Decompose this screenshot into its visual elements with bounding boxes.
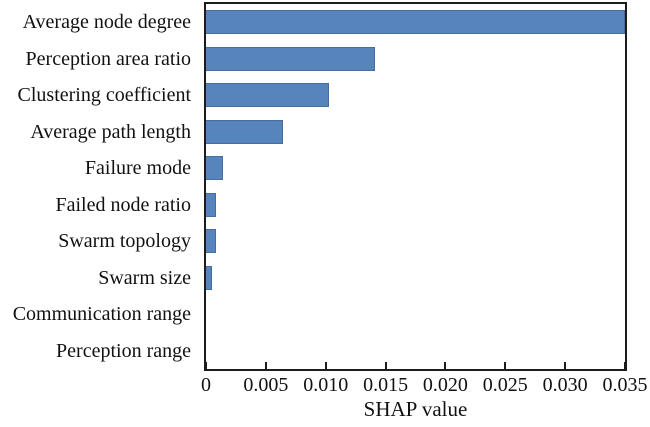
category-label: Swarm topology — [58, 230, 191, 253]
x-tick-mark — [504, 362, 507, 369]
x-tick-mark — [444, 362, 447, 369]
x-tick-mark — [324, 362, 327, 369]
x-axis-title: SHAP value — [363, 397, 468, 421]
bar — [206, 83, 330, 108]
bar — [206, 265, 212, 290]
bar-row — [206, 187, 625, 224]
bar-row — [206, 41, 625, 78]
bar-row — [206, 296, 625, 333]
category-label: Swarm size — [98, 266, 191, 289]
bar — [206, 10, 625, 35]
category-label: Failure mode — [84, 157, 191, 180]
x-tick-label: 0.035 — [602, 374, 648, 396]
x-tick-mark — [384, 362, 387, 369]
x-tick-label: 0.010 — [303, 374, 349, 396]
x-tick-mark — [624, 362, 626, 369]
category-label: Average path length — [30, 120, 191, 143]
bar-row — [206, 4, 625, 41]
plot-area — [204, 2, 627, 371]
bar-row — [206, 333, 625, 370]
category-label: Communication range — [12, 303, 191, 326]
category-label: Clustering coefficient — [17, 84, 191, 107]
x-axis-tick-labels: 0 0.005 0.010 0.015 0.020 0.025 0.030 0.035 — [201, 374, 648, 398]
x-tick-mark — [564, 362, 567, 369]
y-axis-category-labels: Average node degree Perception area ratio… — [0, 4, 198, 369]
bar — [206, 192, 216, 217]
category-label: Failed node ratio — [55, 193, 191, 216]
x-tick-mark — [264, 362, 267, 369]
bar-row — [206, 114, 625, 151]
bar-row — [206, 223, 625, 260]
category-label: Perception range — [56, 339, 191, 362]
bar-row — [206, 77, 625, 114]
x-tick-label: 0.020 — [422, 374, 468, 396]
x-tick-label: 0 — [201, 374, 211, 396]
x-tick-label: 0.015 — [363, 374, 409, 396]
bar — [206, 156, 223, 181]
bar — [206, 229, 216, 254]
category-label: Perception area ratio — [25, 47, 191, 70]
bar — [206, 46, 375, 71]
category-label: Average node degree — [22, 11, 191, 34]
bar-row — [206, 260, 625, 297]
x-tick-label: 0.030 — [542, 374, 588, 396]
bar — [206, 119, 283, 144]
x-tick-mark — [205, 362, 207, 369]
bar-row — [206, 150, 625, 187]
x-tick-label: 0.025 — [482, 374, 528, 396]
x-tick-label: 0.005 — [243, 374, 289, 396]
